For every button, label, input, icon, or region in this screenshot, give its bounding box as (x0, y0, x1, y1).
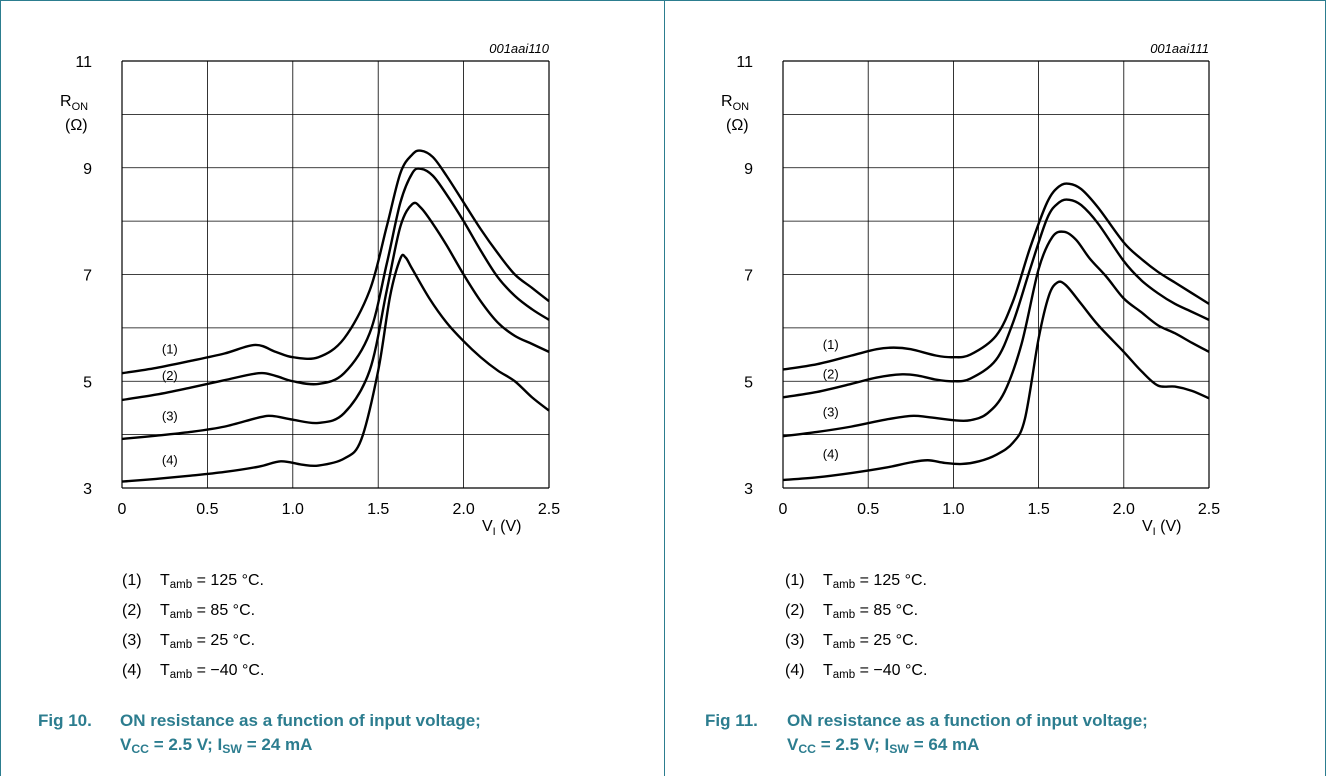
x-axis-label: VI (V) (1142, 518, 1182, 538)
figure-caption: Fig 11. ON resistance as a function of i… (705, 711, 1320, 771)
y-tick-label: 3 (744, 481, 753, 498)
x-axis-label: VI (V) (482, 518, 522, 538)
tick-labels: 0 0.5 1.0 1.5 2.0 2.5 3 5 7 9 11 (75, 54, 560, 518)
caption-line-1: ON resistance as a function of input vol… (787, 711, 1148, 730)
x-tick-label: 1.0 (282, 501, 304, 518)
figure-id: 001aai110 (489, 41, 550, 56)
chart-fig11: (1) (2) (3) (4) 0 0.5 1.0 1.5 2.0 2.5 3 5 7 9 11 001a… (721, 41, 1220, 538)
legend-item: (4) Tamb = −40 °C. (122, 662, 265, 681)
y-axis-unit: (Ω) (726, 117, 749, 134)
tick-labels: 0 0.5 1.0 1.5 2.0 2.5 3 5 7 9 11 (736, 54, 1220, 518)
figure-id: 001aai111 (1150, 41, 1209, 56)
series-line-1 (121, 149, 550, 375)
y-axis-label: RON (60, 93, 88, 113)
grid (121, 60, 550, 489)
chart-fig10: (1) (2) (3) (4) 0 0.5 1.0 1.5 2.0 2.5 3 5 7 9 11 001a… (60, 41, 560, 538)
series-label-3: (3) (162, 409, 178, 424)
series-label-4: (4) (823, 447, 839, 462)
y-tick-label: 7 (744, 268, 753, 285)
y-axis-label: RON (721, 93, 749, 113)
grid (782, 60, 1210, 489)
series-line-4 (782, 280, 1210, 482)
y-tick-label: 11 (736, 54, 753, 71)
x-tick-label: 2.5 (1198, 501, 1220, 518)
series-label-4: (4) (162, 453, 178, 468)
caption-number: Fig 10. (38, 711, 92, 730)
legend-item: (3) Tamb = 25 °C. (122, 632, 256, 651)
legend-item: (2) Tamb = 85 °C. (122, 602, 256, 621)
x-tick-label: 0 (118, 501, 127, 518)
left-rule (0, 0, 1, 776)
x-tick-label: 1.0 (942, 501, 964, 518)
caption-line-2: VCC = 2.5 V; ISW = 64 mA (787, 735, 980, 757)
series-line-4 (121, 253, 550, 483)
series-group: (1) (2) (3) (4) (782, 182, 1210, 482)
legend-item: (1) Tamb = 125 °C. (122, 572, 264, 591)
x-tick-label: 2.0 (452, 501, 474, 518)
x-tick-label: 0 (779, 501, 788, 518)
legend-item: (2) Tamb = 85 °C. (785, 602, 919, 621)
legend-item: (4) Tamb = −40 °C. (785, 662, 928, 681)
y-tick-label: 9 (83, 161, 92, 178)
series-line-2 (782, 198, 1210, 399)
caption-line-1: ON resistance as a function of input vol… (120, 711, 481, 730)
series-label-3: (3) (823, 404, 839, 419)
y-tick-label: 3 (83, 481, 92, 498)
series-line-3 (782, 230, 1210, 438)
series-label-2: (2) (823, 367, 839, 382)
center-divider (664, 0, 665, 776)
series-group: (1) (2) (3) (4) (121, 149, 550, 483)
series-label-1: (1) (823, 337, 839, 352)
caption-number: Fig 11. (705, 711, 758, 730)
legend-item: (1) Tamb = 125 °C. (785, 572, 927, 591)
figure-panel-10: (1) (2) (3) (4) 0 0.5 1.0 1.5 2.0 2.5 3 5 7 9 11 001a… (38, 41, 658, 771)
y-tick-label: 11 (75, 54, 92, 71)
series-label-2: (2) (162, 368, 178, 383)
y-tick-label: 7 (83, 268, 92, 285)
series-label-1: (1) (162, 341, 178, 356)
series-line-3 (121, 201, 550, 441)
y-axis-unit: (Ω) (65, 117, 88, 134)
x-tick-label: 1.5 (367, 501, 389, 518)
x-tick-label: 2.5 (538, 501, 560, 518)
y-tick-label: 5 (744, 374, 753, 391)
figure-caption: Fig 10. ON resistance as a function of i… (38, 711, 658, 771)
x-tick-label: 0.5 (857, 501, 879, 518)
y-tick-label: 9 (744, 161, 753, 178)
figure-panel-11: (1) (2) (3) (4) 0 0.5 1.0 1.5 2.0 2.5 3 5 7 9 11 001a… (663, 0, 1326, 776)
caption-line-2: VCC = 2.5 V; ISW = 24 mA (120, 735, 313, 757)
x-tick-label: 0.5 (196, 501, 218, 518)
x-tick-label: 1.5 (1027, 501, 1049, 518)
y-tick-label: 5 (83, 374, 92, 391)
top-rule (0, 0, 1326, 1)
series-line-1 (782, 182, 1210, 371)
x-tick-label: 2.0 (1113, 501, 1135, 518)
series-line-2 (121, 167, 550, 402)
legend-item: (3) Tamb = 25 °C. (785, 632, 919, 651)
